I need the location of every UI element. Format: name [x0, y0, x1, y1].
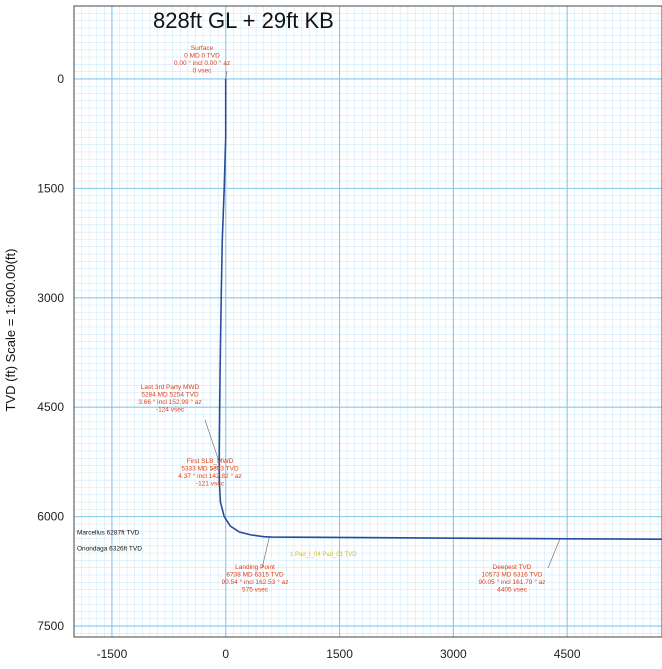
y-tick-label: 4500: [37, 400, 64, 414]
x-tick-label: 3000: [440, 647, 467, 661]
annotation-label: Surface 0 MD 0 TVD 0.00 ° incl 0.00 ° az 0 …: [174, 45, 230, 75]
annotation-label: Last 3rd Party MWD 5284 MD 5254 TVD 3.66 °…: [138, 384, 201, 414]
formation-labels: Marcellus 6287ft TVD Onondaga 6326ft TVD: [77, 530, 142, 553]
y-tick-labels: 0 1500 3000 4500 6000 7500: [37, 72, 64, 633]
annotation-leader: [225, 70, 228, 79]
annotations: Surface 0 MD 0 TVD 0.00 ° incl 0.00 ° az 0 …: [138, 45, 545, 594]
x-tick-label: -1500: [97, 647, 128, 661]
plot-frame: [73, 5, 662, 638]
chart-title: 828ft GL + 29ft KB: [153, 8, 334, 33]
annotation-leaders: [204, 70, 561, 569]
x-tick-label: 1500: [326, 647, 353, 661]
annotation-label: Landing Point 6738 MD 6315 TVD 90.54 ° inc…: [222, 564, 289, 594]
annotation-label: First SLB_MWD 5333 MD 5303 TVD 4.37 ° incl…: [178, 458, 241, 488]
y-tick-label: 6000: [37, 510, 64, 524]
x-tick-label: 4500: [554, 647, 581, 661]
well-path-line: [218, 78, 662, 540]
y-tick-label: 0: [57, 72, 64, 86]
segment-label: 1 Pad_I_04 Pad_01 TVD: [290, 552, 357, 558]
annotation-leader: [209, 465, 220, 471]
x-tick-labels: -1500 0 1500 3000 4500: [97, 647, 581, 661]
annotation-leader: [204, 419, 220, 463]
annotation-label: Deepest TVD 10573 MD 6316 TVD 90.05 ° incl…: [479, 564, 546, 594]
annotation-leader: [261, 536, 270, 569]
y-tick-label: 7500: [37, 619, 64, 633]
minor-grid: [73, 5, 662, 637]
x-tick-label: 0: [222, 647, 229, 661]
formation-label: Onondaga 6326ft TVD: [77, 545, 142, 552]
y-tick-label: 3000: [37, 291, 64, 305]
y-axis-label: TVD (ft) Scale = 1:600.00(ft): [3, 249, 18, 412]
annotation-leader: [547, 538, 561, 569]
major-grid: [74, 6, 662, 637]
y-tick-label: 1500: [37, 181, 64, 195]
formation-label: Marcellus 6287ft TVD: [77, 530, 140, 537]
